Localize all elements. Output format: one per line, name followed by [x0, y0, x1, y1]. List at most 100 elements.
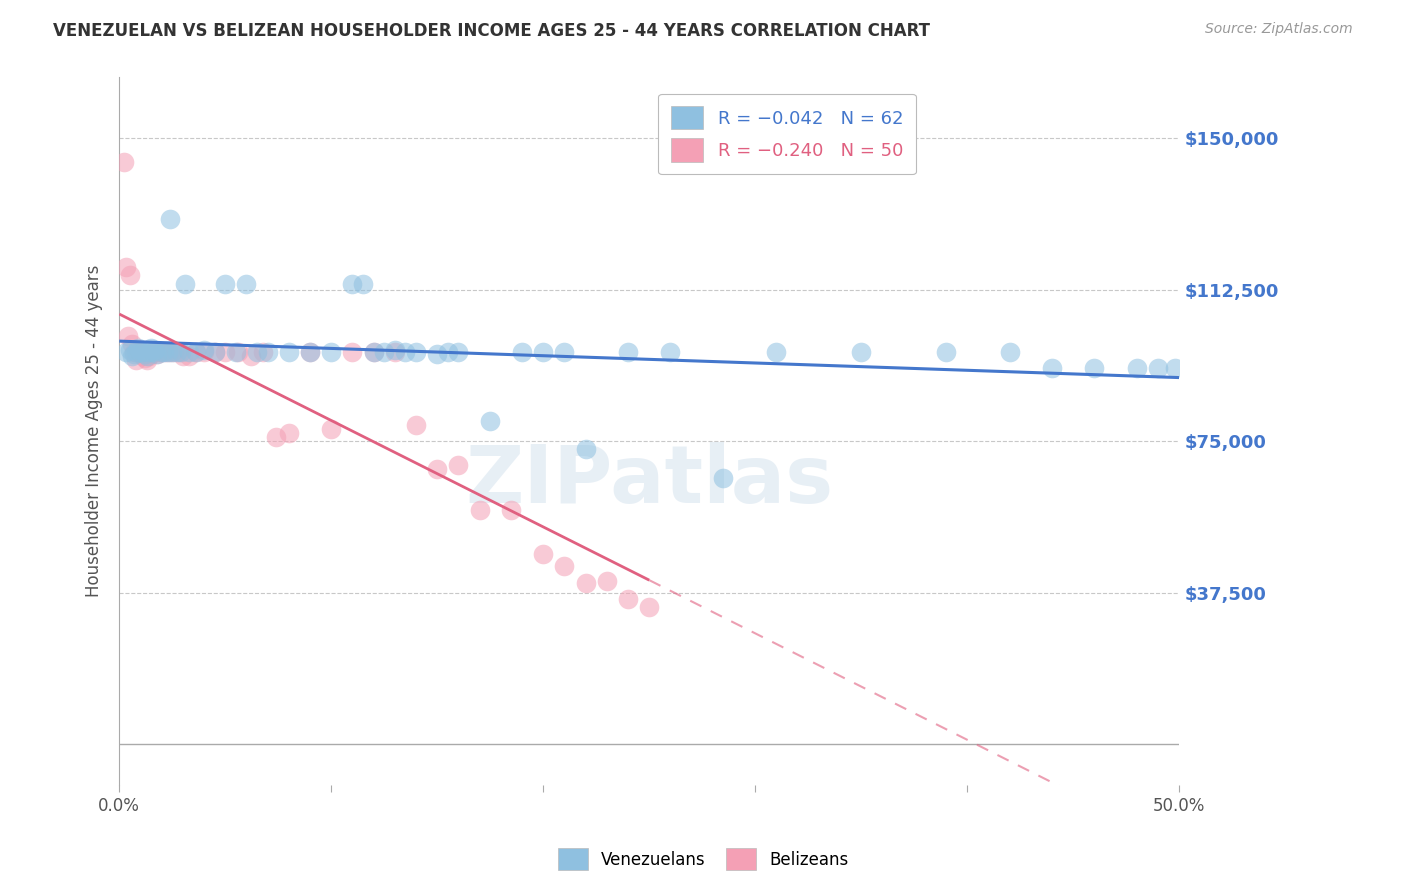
- Point: [713, 470, 735, 484]
- Point: [299, 345, 322, 359]
- Point: [299, 345, 322, 359]
- Point: [405, 417, 427, 432]
- Point: [394, 345, 416, 359]
- Point: [277, 345, 299, 359]
- Point: [129, 345, 152, 359]
- Text: Source: ZipAtlas.com: Source: ZipAtlas.com: [1205, 22, 1353, 37]
- Point: [193, 345, 215, 359]
- Point: [172, 349, 194, 363]
- Point: [142, 345, 165, 359]
- Point: [256, 345, 278, 359]
- Point: [553, 559, 575, 574]
- Legend: Venezuelans, Belizeans: Venezuelans, Belizeans: [551, 842, 855, 877]
- Point: [174, 277, 197, 291]
- Point: [235, 277, 257, 291]
- Point: [342, 345, 364, 359]
- Point: [447, 345, 470, 359]
- Point: [146, 347, 169, 361]
- Point: [146, 347, 169, 361]
- Point: [121, 337, 143, 351]
- Point: [321, 345, 343, 359]
- Point: [155, 345, 177, 359]
- Point: [170, 345, 193, 359]
- Point: [129, 345, 152, 359]
- Point: [122, 345, 145, 359]
- Point: [127, 345, 149, 359]
- Point: [384, 345, 406, 359]
- Point: [659, 345, 682, 359]
- Point: [193, 343, 215, 358]
- Point: [143, 343, 166, 358]
- Point: [166, 345, 188, 359]
- Text: ZIPatlas: ZIPatlas: [465, 442, 834, 520]
- Point: [204, 345, 226, 359]
- Point: [121, 349, 143, 363]
- Point: [851, 345, 873, 359]
- Point: [617, 591, 640, 606]
- Point: [226, 345, 249, 359]
- Point: [1040, 361, 1063, 376]
- Point: [1126, 361, 1149, 376]
- Point: [152, 345, 174, 359]
- Point: [363, 345, 385, 359]
- Point: [575, 442, 598, 457]
- Point: [765, 345, 787, 359]
- Legend: R = −0.042   N = 62, R = −0.240   N = 50: R = −0.042 N = 62, R = −0.240 N = 50: [658, 94, 915, 174]
- Point: [1147, 361, 1170, 376]
- Point: [167, 345, 190, 359]
- Point: [373, 345, 395, 359]
- Point: [638, 599, 661, 614]
- Point: [112, 155, 135, 169]
- Point: [127, 341, 149, 355]
- Point: [150, 345, 173, 359]
- Point: [239, 349, 262, 363]
- Point: [204, 345, 226, 359]
- Point: [321, 422, 343, 436]
- Point: [405, 345, 427, 359]
- Point: [157, 345, 180, 359]
- Point: [131, 345, 153, 359]
- Point: [125, 353, 148, 368]
- Point: [118, 343, 141, 358]
- Point: [139, 341, 162, 355]
- Point: [998, 345, 1021, 359]
- Point: [114, 260, 136, 275]
- Point: [114, 345, 136, 359]
- Point: [214, 345, 236, 359]
- Point: [342, 277, 364, 291]
- Point: [935, 345, 957, 359]
- Point: [426, 347, 449, 361]
- Point: [184, 345, 207, 359]
- Point: [214, 277, 236, 291]
- Point: [1164, 361, 1187, 376]
- Point: [246, 345, 269, 359]
- Point: [501, 503, 523, 517]
- Point: [122, 347, 145, 361]
- Point: [135, 353, 157, 368]
- Point: [162, 345, 184, 359]
- Point: [143, 345, 166, 359]
- Point: [163, 345, 186, 359]
- Point: [117, 329, 139, 343]
- Point: [179, 345, 201, 359]
- Y-axis label: Householder Income Ages 25 - 44 years: Householder Income Ages 25 - 44 years: [86, 265, 103, 598]
- Point: [179, 349, 201, 363]
- Point: [139, 347, 162, 361]
- Point: [468, 503, 491, 517]
- Point: [148, 345, 170, 359]
- Point: [384, 343, 406, 358]
- Point: [142, 345, 165, 359]
- Point: [596, 574, 619, 588]
- Point: [150, 345, 173, 359]
- Point: [134, 347, 156, 361]
- Point: [437, 345, 460, 359]
- Point: [225, 345, 247, 359]
- Point: [118, 268, 141, 283]
- Point: [510, 345, 533, 359]
- Point: [159, 211, 181, 226]
- Point: [252, 345, 274, 359]
- Point: [553, 345, 575, 359]
- Point: [131, 349, 153, 363]
- Point: [447, 458, 470, 473]
- Point: [184, 345, 207, 359]
